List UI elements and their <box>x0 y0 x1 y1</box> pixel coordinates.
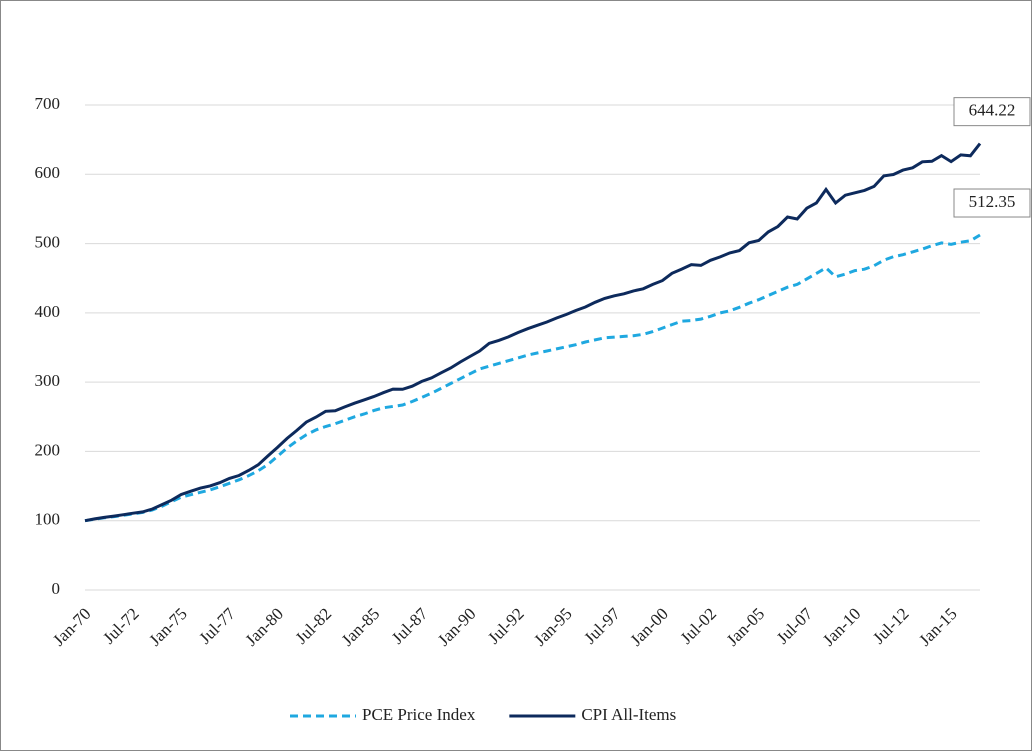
y-tick-label: 0 <box>52 579 61 598</box>
y-tick-label: 100 <box>35 510 61 529</box>
value-label-box <box>953 97 1031 127</box>
value-label-box <box>953 188 1031 218</box>
y-tick-label: 400 <box>35 302 61 321</box>
y-tick-label: 700 <box>35 94 61 113</box>
data-line <box>84 142 982 523</box>
y-tick-label: 500 <box>35 232 61 251</box>
data-line <box>84 233 981 523</box>
y-tick-label: 600 <box>35 163 61 182</box>
value-label: 644.22 <box>969 101 1016 120</box>
value-label: 512.35 <box>969 192 1016 211</box>
legend-label: CPI All-Items <box>581 705 676 724</box>
legend-label: PCE Price Index <box>362 705 476 724</box>
y-tick-label: 200 <box>35 440 61 459</box>
y-tick-label: 300 <box>35 371 61 390</box>
